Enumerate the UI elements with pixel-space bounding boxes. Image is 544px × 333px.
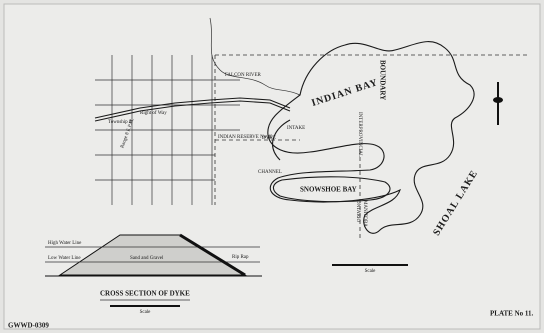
- snowshoe-bay-outline: [272, 176, 391, 203]
- label: FALCON RIVER: [225, 73, 262, 78]
- label: Low Water Line: [48, 256, 81, 261]
- label: SNOWSHOE BAY: [300, 186, 357, 194]
- label: Rip Rap: [232, 255, 249, 260]
- label: MANITOBA: [362, 200, 367, 227]
- label: INTERPROVINCIAL: [357, 112, 362, 157]
- label: INTAKE: [287, 126, 305, 131]
- sheet: [3, 3, 541, 330]
- plate-number: PLATE No 11.: [490, 310, 533, 318]
- right-of-way: [94, 97, 291, 119]
- label: INDIAN RESERVE No 40: [218, 135, 273, 140]
- label: BOUNDARY: [378, 60, 386, 100]
- lake-outline: [267, 41, 475, 234]
- dyke-line: [272, 119, 291, 161]
- right-of-way: [94, 100, 291, 122]
- label: Sand and Gravel: [130, 256, 164, 261]
- map-scale: Scale: [332, 264, 408, 274]
- scale-label: Scale: [365, 269, 377, 274]
- label: Right of Way: [140, 111, 167, 116]
- survey-grid: [95, 55, 240, 205]
- label: High Water Line: [48, 241, 82, 246]
- boundary-lines: [214, 54, 530, 240]
- label: CHANNEL: [258, 170, 282, 175]
- label: DYKE: [262, 136, 276, 141]
- scale-label: Scale: [140, 310, 152, 315]
- drawing-code: GWWD-0309: [8, 322, 49, 330]
- label: ONTARIO: [355, 200, 360, 222]
- section-title: CROSS SECTION OF DYKE: [100, 290, 190, 298]
- label: Township 8: [108, 120, 132, 125]
- north-arrow: [493, 82, 503, 125]
- falcon-river: [209, 17, 301, 96]
- cross-section: High Water Line Low Water Line Sand and …: [45, 233, 262, 315]
